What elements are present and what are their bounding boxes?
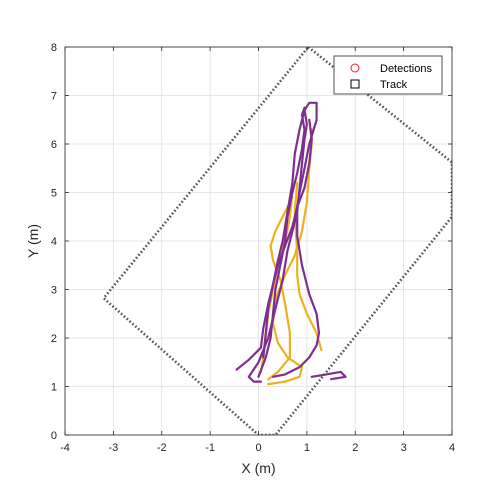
- y-tick-label: 8: [51, 42, 57, 54]
- x-tick-label: -1: [205, 442, 215, 454]
- legend: Detections Track: [333, 55, 443, 95]
- legend-marker-detections: [350, 63, 360, 73]
- y-tick-label: 1: [51, 382, 57, 394]
- x-tick-label: 2: [352, 442, 358, 454]
- tick-labels: -4 -3 -2 -1 0 1 2 3 4 0 1 2 3 4 5 6 7 8: [51, 42, 455, 454]
- x-axis-label: X (m): [241, 460, 275, 476]
- legend-label-track: Track: [380, 79, 408, 91]
- y-tick-label: 6: [51, 139, 57, 151]
- y-tick-label: 0: [51, 430, 57, 442]
- y-axis-label: Y (m): [25, 224, 41, 258]
- series-layer: [235, 101, 347, 386]
- trajectory-line-7: [257, 106, 306, 378]
- y-tick-label: 3: [51, 285, 57, 297]
- x-tick-label: -4: [60, 442, 70, 454]
- x-tick-label: 3: [401, 442, 407, 454]
- legend-marker-track: [350, 79, 360, 89]
- trajectory-line-5: [271, 108, 321, 378]
- y-tick-label: 7: [51, 91, 57, 103]
- trajectory-line-8: [262, 118, 313, 359]
- grid-lines: [64, 46, 453, 436]
- y-tick-label: 5: [51, 188, 57, 200]
- y-tick-label: 4: [51, 236, 57, 248]
- x-tick-label: -3: [108, 442, 118, 454]
- trajectory-line-1: [267, 196, 294, 381]
- legend-label-detections: Detections: [380, 63, 432, 75]
- x-tick-label: 4: [449, 442, 455, 454]
- y-tick-label: 2: [51, 333, 57, 345]
- x-tick-label: 0: [255, 442, 261, 454]
- x-tick-label: -2: [157, 442, 167, 454]
- trajectory-line-6: [310, 370, 347, 381]
- x-tick-label: 1: [304, 442, 310, 454]
